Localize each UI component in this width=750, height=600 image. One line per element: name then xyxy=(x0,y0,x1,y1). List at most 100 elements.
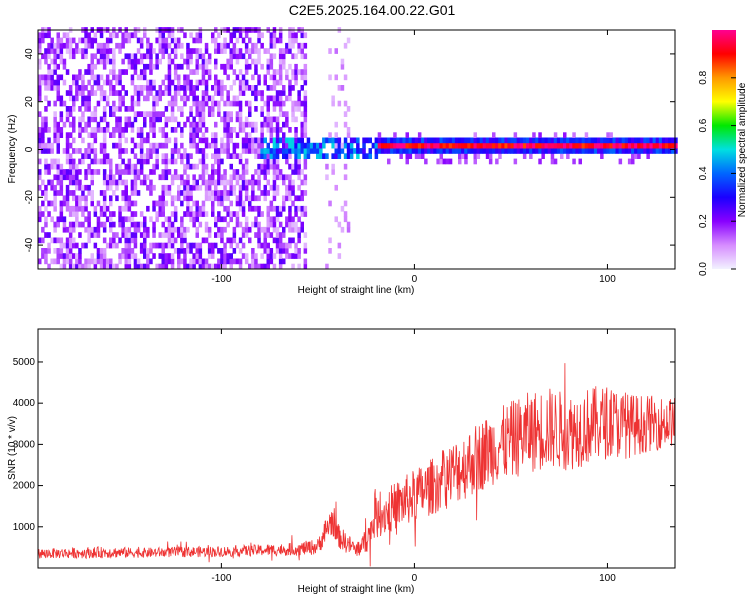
heatmap-cell xyxy=(343,142,348,149)
heatmap-cell xyxy=(282,132,286,138)
heatmap-cell xyxy=(38,169,42,175)
heatmap-cell xyxy=(285,69,289,75)
heatmap-cell xyxy=(112,174,116,181)
heatmap-cell xyxy=(346,148,351,154)
heatmap-cell xyxy=(192,242,196,249)
heatmap-cell xyxy=(68,95,73,102)
heatmap-cell xyxy=(606,148,610,154)
heatmap-cell xyxy=(133,85,138,91)
heatmap-cell xyxy=(606,137,610,144)
heatmap-cell xyxy=(383,142,388,149)
heatmap-cell xyxy=(201,74,206,81)
heatmap-cell xyxy=(238,174,243,181)
heatmap-cell xyxy=(498,142,502,149)
heatmap-cell xyxy=(139,58,144,65)
heatmap-cell xyxy=(93,211,98,217)
heatmap-cell xyxy=(266,211,270,217)
heatmap-cell xyxy=(220,179,224,186)
heatmap-cell xyxy=(624,137,629,144)
heatmap-cell xyxy=(186,63,190,70)
heatmap-cell xyxy=(56,63,60,70)
heatmap-cell xyxy=(195,58,199,65)
heatmap-cell xyxy=(195,53,199,60)
heatmap-cell xyxy=(201,258,206,265)
heatmap-cell xyxy=(223,253,227,259)
heatmap-cell xyxy=(288,226,292,233)
heatmap-cell xyxy=(167,58,172,65)
heatmap-cell xyxy=(343,211,348,217)
heatmap-cell xyxy=(50,74,54,81)
heatmap-cell xyxy=(81,90,85,96)
heatmap-cell xyxy=(41,137,45,144)
heatmap-cell xyxy=(161,190,165,196)
heatmap-cell xyxy=(201,53,206,60)
heatmap-cell xyxy=(183,153,187,159)
heatmap-cell xyxy=(78,69,82,75)
heatmap-cell xyxy=(340,142,345,149)
heatmap-cell xyxy=(186,85,190,91)
heatmap-cell xyxy=(566,153,570,159)
heatmap-cell xyxy=(297,216,301,223)
heatmap-cell xyxy=(285,190,289,196)
heatmap-cell xyxy=(115,90,119,96)
heatmap-cell xyxy=(248,100,252,107)
heatmap-cell xyxy=(65,200,70,207)
heatmap-cell xyxy=(322,153,326,159)
heatmap-cell xyxy=(158,90,162,96)
heatmap-cell xyxy=(56,190,60,196)
heatmap-cell xyxy=(81,37,85,44)
heatmap-cell xyxy=(235,58,240,65)
heatmap-cell xyxy=(130,211,135,217)
heatmap-cell xyxy=(99,53,104,60)
heatmap-cell xyxy=(266,153,270,159)
heatmap-cell xyxy=(263,48,267,54)
heatmap-cell xyxy=(130,148,135,154)
heatmap-cell xyxy=(164,263,169,270)
heatmap-cell xyxy=(186,226,190,233)
heatmap-cell xyxy=(470,142,474,149)
heatmap-cell xyxy=(189,263,193,270)
heatmap-cell xyxy=(44,221,48,228)
heatmap-cell xyxy=(550,158,555,165)
heatmap-cell xyxy=(272,74,277,81)
heatmap-cell xyxy=(263,121,267,128)
heatmap-cell xyxy=(72,163,76,170)
heatmap-cell xyxy=(68,205,73,212)
heatmap-cell xyxy=(282,100,286,107)
heatmap-cell xyxy=(254,221,258,228)
heatmap-cell xyxy=(84,53,88,60)
heatmap-cell xyxy=(285,184,289,191)
heatmap-cell xyxy=(211,195,215,202)
heatmap-cell xyxy=(152,100,156,107)
heatmap-cell xyxy=(303,242,308,249)
heatmap-cell xyxy=(146,226,150,233)
heatmap-cell xyxy=(285,48,289,54)
heatmap-cell xyxy=(121,148,125,154)
heatmap-cell xyxy=(152,232,156,238)
heatmap-cell xyxy=(195,32,199,39)
heatmap-cell xyxy=(285,216,289,223)
heatmap-cell xyxy=(337,137,342,144)
heatmap-cell xyxy=(297,184,301,191)
heatmap-cell xyxy=(62,263,67,270)
heatmap-cell xyxy=(275,226,280,233)
heatmap-cell xyxy=(136,174,141,181)
heatmap-cell xyxy=(183,121,187,128)
heatmap-cell xyxy=(155,63,159,70)
heatmap-cell xyxy=(282,111,286,117)
heatmap-cell xyxy=(143,232,147,238)
heatmap-cell xyxy=(192,127,196,133)
heatmap-cell xyxy=(217,42,221,49)
heatmap-cell xyxy=(269,63,274,70)
heatmap-cell xyxy=(226,111,230,117)
heatmap-cell xyxy=(584,142,589,149)
heatmap-cell xyxy=(300,148,304,154)
heatmap-cell xyxy=(550,142,555,149)
heatmap-cell xyxy=(275,142,280,149)
heatmap-cell xyxy=(189,242,193,249)
heatmap-cell xyxy=(204,137,209,144)
heatmap-cell xyxy=(115,242,119,249)
heatmap-cell xyxy=(643,148,647,154)
heatmap-cell xyxy=(241,137,246,144)
heatmap-cell xyxy=(75,174,79,181)
